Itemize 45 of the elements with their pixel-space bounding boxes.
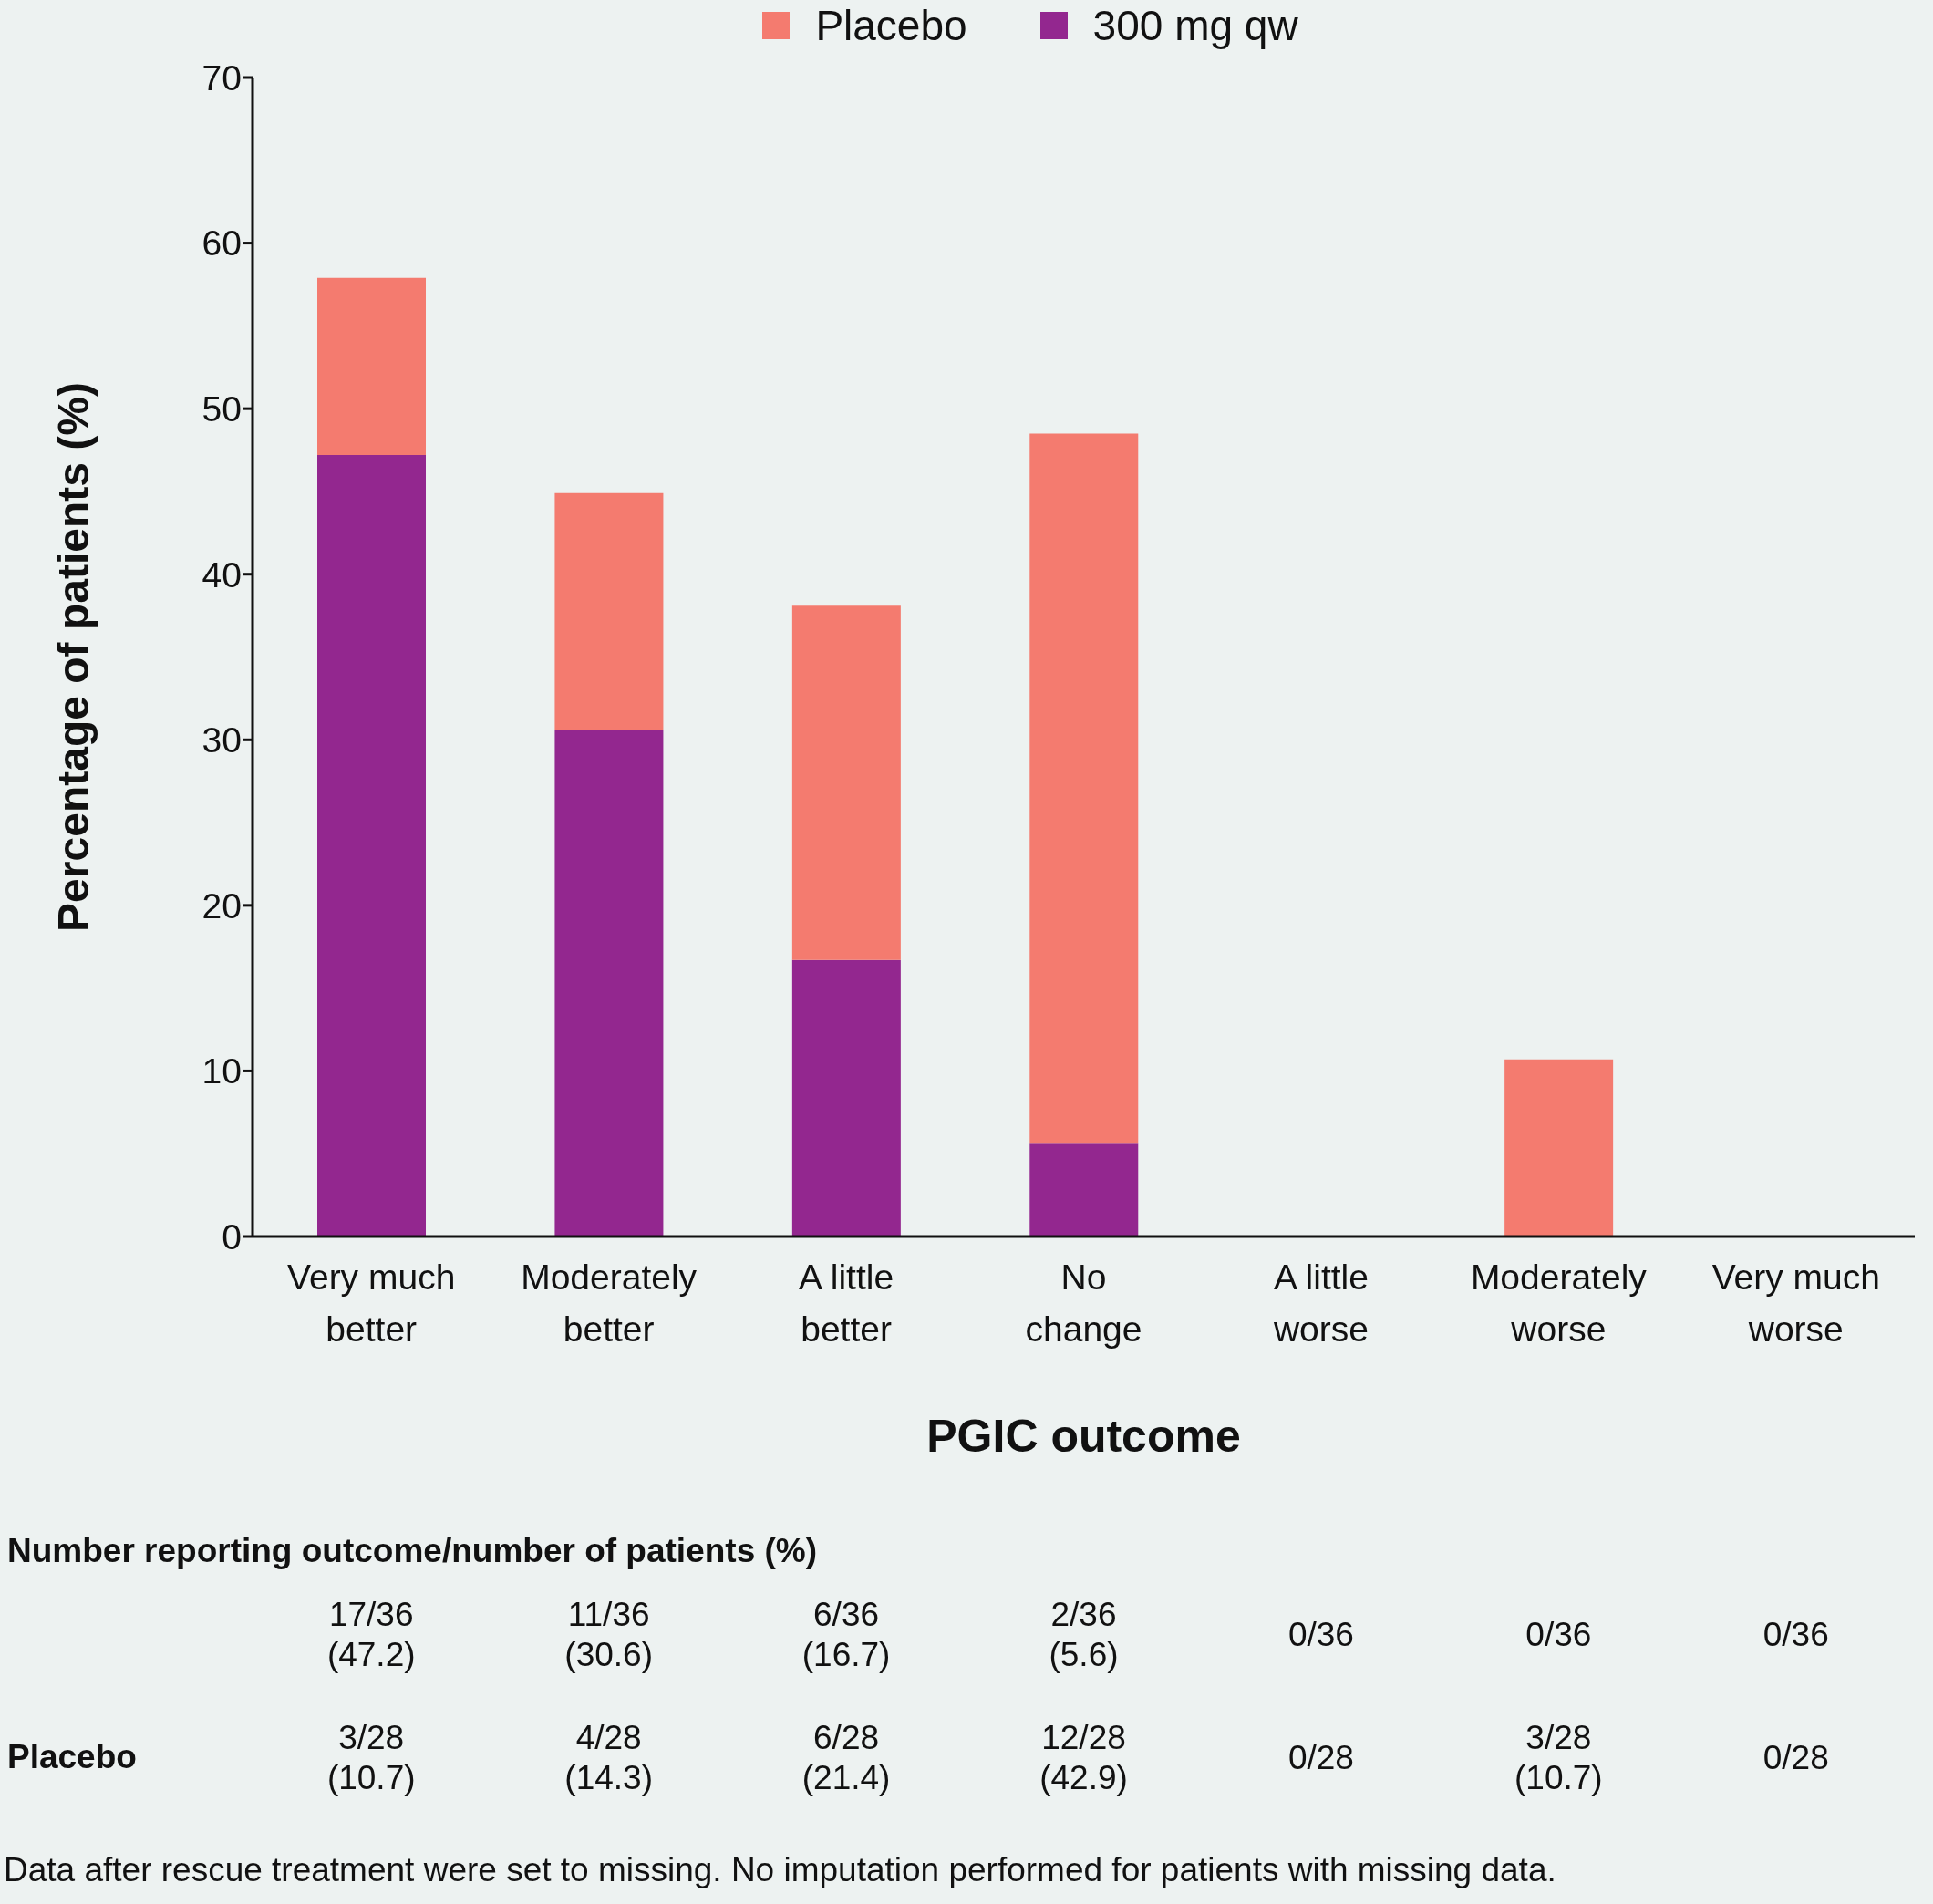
bar bbox=[554, 730, 664, 1237]
legend-label: Placebo bbox=[815, 1, 967, 51]
bar bbox=[1029, 433, 1139, 1144]
y-tick-label: 40 bbox=[202, 554, 242, 595]
y-axis-title: Percentage of patients (%) bbox=[49, 382, 98, 932]
x-tick-label: No change bbox=[1025, 1257, 1142, 1349]
x-tick-label: Moderately better bbox=[521, 1257, 698, 1349]
y-tick-label: 10 bbox=[202, 1051, 242, 1092]
text: 6/36 (16.7) bbox=[801, 1595, 892, 1675]
text: 3/28 (10.7) bbox=[326, 1718, 417, 1798]
y-tick-label: 20 bbox=[202, 885, 242, 926]
bar bbox=[317, 277, 426, 455]
x-tick-label: A little better bbox=[799, 1257, 894, 1349]
text: 0/36 bbox=[1762, 1615, 1830, 1655]
text: 6/28 (21.4) bbox=[801, 1718, 892, 1798]
x-axis-title: PGIC outcome bbox=[926, 1411, 1241, 1462]
y-tick-label: 0 bbox=[222, 1216, 242, 1257]
text: Number reporting outcome/number of patients (%) bbox=[7, 1532, 818, 1570]
bar bbox=[791, 959, 901, 1237]
y-tick-label: 50 bbox=[202, 388, 242, 429]
text: Data after rescue treatment were set to missing. No imputation performed for patients with missing data. bbox=[4, 1851, 1556, 1889]
x-tick-label: Moderately worse bbox=[1470, 1257, 1648, 1349]
bar bbox=[554, 492, 664, 730]
legend-label: 300 mg qw bbox=[1092, 1, 1298, 51]
text: 4/28 (14.3) bbox=[563, 1718, 654, 1798]
text: 3/28 (10.7) bbox=[1514, 1718, 1604, 1798]
text: 11/36 (30.6) bbox=[563, 1595, 654, 1675]
text: 2/36 (5.6) bbox=[1048, 1595, 1120, 1675]
bar bbox=[1504, 1059, 1614, 1237]
text: 0/28 bbox=[1762, 1738, 1830, 1778]
y-tick-label: 30 bbox=[202, 720, 242, 761]
y-tick-label: 70 bbox=[202, 57, 242, 98]
bar bbox=[317, 454, 426, 1237]
x-tick-label: Very much better bbox=[287, 1257, 456, 1349]
text: 0/28 bbox=[1287, 1738, 1355, 1778]
x-tick-label: Very much worse bbox=[1711, 1257, 1880, 1349]
bar bbox=[791, 605, 901, 960]
bar bbox=[1029, 1143, 1139, 1237]
x-tick-label: A little worse bbox=[1272, 1257, 1369, 1349]
text: 12/28 (42.9) bbox=[1039, 1718, 1129, 1798]
text: 0/36 bbox=[1287, 1615, 1355, 1655]
text: 17/36 (47.2) bbox=[326, 1595, 417, 1675]
text: 0/36 bbox=[1525, 1615, 1593, 1655]
y-tick-label: 60 bbox=[202, 223, 242, 264]
text: Placebo bbox=[7, 1738, 137, 1776]
